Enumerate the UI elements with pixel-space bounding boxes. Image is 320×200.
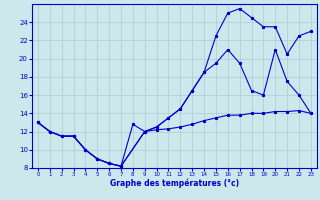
X-axis label: Graphe des températures (°c): Graphe des températures (°c) (110, 179, 239, 188)
